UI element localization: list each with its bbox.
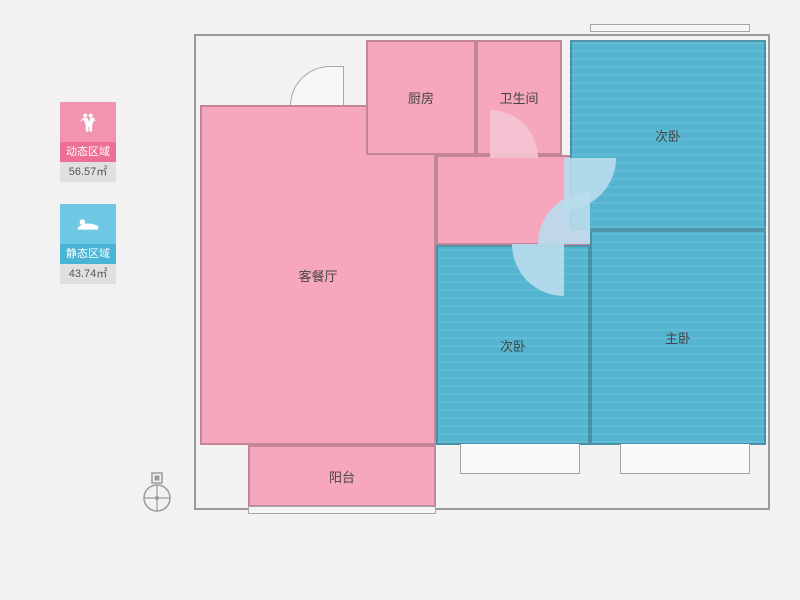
people-icon — [60, 102, 116, 142]
room-label: 卫生间 — [499, 88, 538, 107]
legend-dynamic-value: 56.57㎡ — [60, 162, 116, 182]
room-bed2b: 次卧 — [436, 245, 590, 445]
legend-static-label: 静态区域 — [60, 244, 116, 264]
room-label: 次卧 — [500, 336, 526, 355]
legend-dynamic: 动态区域 56.57㎡ — [60, 102, 116, 182]
room-label: 阳台 — [329, 467, 355, 486]
room-balcony: 阳台 — [248, 445, 436, 507]
room-master: 主卧 — [590, 230, 766, 445]
compass-icon — [140, 470, 174, 514]
legend-static: 静态区域 43.74㎡ — [60, 204, 116, 284]
room-living: 客餐厅 — [200, 105, 436, 445]
legend: 动态区域 56.57㎡ 静态区域 43.74㎡ — [60, 102, 116, 306]
room-kitchen: 厨房 — [366, 40, 476, 155]
legend-static-value: 43.74㎡ — [60, 264, 116, 284]
room-label: 客餐厅 — [298, 266, 337, 285]
room-label: 次卧 — [655, 126, 681, 145]
room-bed2a: 次卧 — [570, 40, 766, 230]
room-label: 主卧 — [665, 328, 691, 347]
room-bath: 卫生间 — [476, 40, 562, 155]
room-label: 厨房 — [408, 88, 434, 107]
legend-dynamic-label: 动态区域 — [60, 142, 116, 162]
sleep-icon — [60, 204, 116, 244]
window-icon — [590, 24, 750, 32]
window-icon — [620, 444, 750, 474]
floor-plan: 客餐厅厨房卫生间阳台次卧次卧主卧 — [180, 30, 770, 560]
window-icon — [248, 506, 436, 514]
window-icon — [460, 444, 580, 474]
